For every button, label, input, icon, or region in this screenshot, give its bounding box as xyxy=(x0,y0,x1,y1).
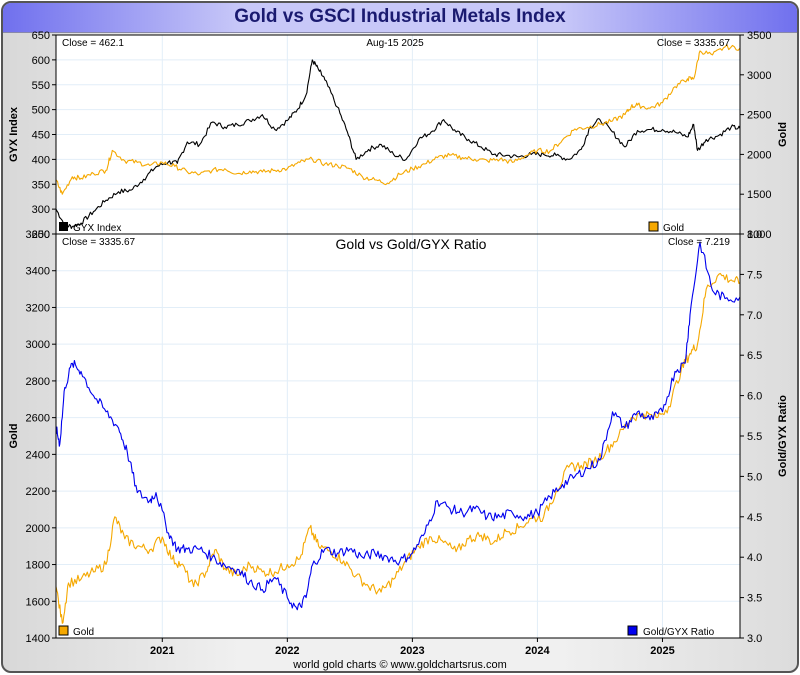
title-bar: Gold vs GSCI Industrial Metals Index xyxy=(3,3,797,33)
ytick-label-left: 600 xyxy=(32,55,50,67)
ytick-label-left: 1800 xyxy=(26,560,50,572)
ytick-label-right: 5.5 xyxy=(747,431,762,443)
legend-label-gold-bottom: Gold xyxy=(73,627,94,638)
ytick-label-left: 300 xyxy=(32,204,50,216)
ytick-label-right: 3000 xyxy=(747,70,771,82)
ytick-label-left: 2200 xyxy=(26,486,50,498)
series-line-gold-gyx-ratio xyxy=(55,241,741,611)
ytick-label-left: 650 xyxy=(32,30,50,42)
top-date-label: Aug-15 2025 xyxy=(366,38,424,49)
top-yticks-right: 1000 1500 2000 2500 3000 3500 xyxy=(740,30,771,241)
top-ylabel-left: GYX Index xyxy=(8,106,20,162)
ytick-label-right: 3500 xyxy=(747,30,771,42)
bottom-yticks-right: 3.0 3.5 4.0 4.5 5.0 5.5 6.0 6.5 7.0 7.5 8.0 xyxy=(740,229,762,645)
ytick-label-left: 2000 xyxy=(26,523,50,535)
ytick-label-left: 3400 xyxy=(26,266,50,278)
xtick-label: 2022 xyxy=(275,645,299,657)
bottom-close-left: Close = 3335.67 xyxy=(62,237,136,248)
xtick-label: 2025 xyxy=(650,645,674,657)
ytick-label-right: 3.5 xyxy=(747,593,762,605)
ytick-label-left: 550 xyxy=(32,80,50,92)
ytick-label-right: 4.0 xyxy=(747,552,762,564)
legend-swatch-gyx xyxy=(59,222,68,231)
bottom-plot-border xyxy=(55,233,741,639)
top-yticks-left: 250 300 350 400 450 500 550 600 650 xyxy=(32,30,56,241)
ytick-label-right: 4.5 xyxy=(747,512,762,524)
ytick-label-left: 2400 xyxy=(26,449,50,461)
bottom-chart-title: Gold vs Gold/GYX Ratio xyxy=(336,236,487,252)
ytick-label-left: 1600 xyxy=(26,596,50,608)
legend-swatch-gold xyxy=(648,221,659,232)
legend-swatch-ratio xyxy=(627,625,638,636)
bottom-ylabel-left: Gold xyxy=(8,423,20,448)
top-panel: 250 300 350 400 450 500 550 600 650 1000 1500 2000… xyxy=(8,30,789,241)
ytick-label-left: 350 xyxy=(32,179,50,191)
ytick-label-right: 7.0 xyxy=(747,310,762,322)
bottom-close-right: Close = 7.219 xyxy=(668,237,730,248)
legend-label-gyx: GYX Index xyxy=(73,223,121,234)
legend-label-gold: Gold xyxy=(663,223,684,234)
ytick-label-right: 7.5 xyxy=(747,269,762,281)
ytick-label-left: 3000 xyxy=(26,339,50,351)
ytick-label-left: 1400 xyxy=(26,633,50,645)
ytick-label-left: 400 xyxy=(32,154,50,166)
legend-label-ratio: Gold/GYX Ratio xyxy=(643,627,715,638)
ytick-label-right: 3.0 xyxy=(747,633,762,645)
footer-credit: world gold charts © www.goldchartsrus.co… xyxy=(292,659,507,671)
page-title: Gold vs GSCI Industrial Metals Index xyxy=(234,6,566,27)
xtick-label: 2023 xyxy=(400,645,424,657)
ytick-label-left: 3600 xyxy=(26,229,50,241)
ytick-label-right: 6.0 xyxy=(747,391,762,403)
xtick-label: 2024 xyxy=(525,645,550,657)
ytick-label-left: 450 xyxy=(32,130,50,142)
ytick-label-right: 5.0 xyxy=(747,471,762,483)
ytick-label-right: 1500 xyxy=(747,189,771,201)
xtick-label: 2021 xyxy=(150,645,174,657)
legend-swatch-gold-bottom xyxy=(58,625,69,636)
top-close-right: Close = 3335.67 xyxy=(657,38,731,49)
ytick-label-left: 2800 xyxy=(26,376,50,388)
ytick-label-right: 6.5 xyxy=(747,350,762,362)
bottom-series xyxy=(55,241,741,624)
series-line-gold xyxy=(55,272,741,624)
top-ylabel-right: Gold xyxy=(777,122,789,147)
ytick-label-left: 500 xyxy=(32,105,50,117)
bottom-panel: 1400 1600 1800 2000 2200 2400 2600 2800 3000 3200… xyxy=(8,229,789,657)
top-series xyxy=(55,44,741,230)
bottom-ylabel-right: Gold/GYX Ratio xyxy=(777,395,789,477)
ytick-label-right: 2000 xyxy=(747,149,771,161)
ytick-label-left: 3200 xyxy=(26,302,50,314)
top-close-left: Close = 462.1 xyxy=(62,38,124,49)
series-line-gyx-index xyxy=(55,59,741,230)
ytick-label-left: 2600 xyxy=(26,413,50,425)
ytick-label-right: 8.0 xyxy=(747,229,762,241)
series-line-gold xyxy=(55,44,741,195)
bottom-xticks: 2021 2022 2023 2024 2025 xyxy=(150,638,675,657)
ytick-label-right: 1000 xyxy=(747,229,771,241)
bottom-yticks-left: 1400 1600 1800 2000 2200 2400 2600 2800 3000 3200… xyxy=(26,229,56,645)
bottom-plot-area xyxy=(56,234,740,638)
ytick-label-left: 250 xyxy=(32,229,50,241)
ytick-label-right: 2500 xyxy=(747,110,771,122)
